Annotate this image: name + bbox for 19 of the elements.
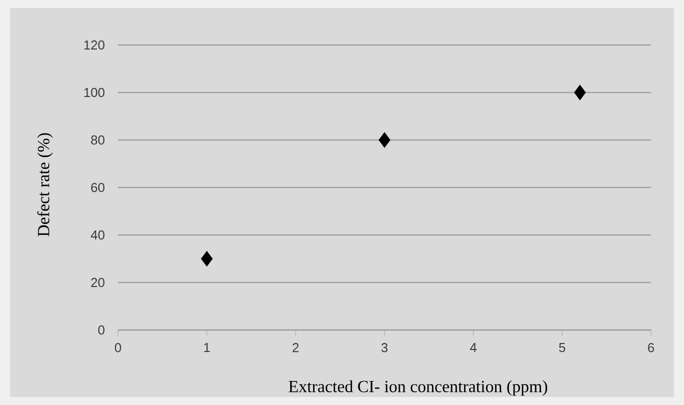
y-tick-label: 60 [91,182,104,192]
point [574,84,586,100]
y-tick-label: 120 [84,40,104,50]
x-tick-label: 6 [648,343,654,352]
y-tick-label: 20 [91,278,104,288]
x-tick-label: 4 [470,343,477,352]
y-tick-label: 80 [91,135,104,145]
point [201,251,213,266]
x-tick-label: 3 [381,343,388,352]
y-tick-label: 40 [90,230,104,240]
y-tick-label: 100 [84,88,104,98]
x-tick-label: 5 [559,343,566,352]
x-tick-label: 0 [114,343,122,352]
point [378,132,390,148]
y-axis-title: Defect rate (%) [37,133,53,236]
x-axis-title: Extracted CI- ion concentration (ppm) [288,380,548,396]
y-tick-label: 0 [98,325,104,335]
x-tick-label: 2 [292,343,299,352]
x-tick-label: 1 [204,343,210,352]
